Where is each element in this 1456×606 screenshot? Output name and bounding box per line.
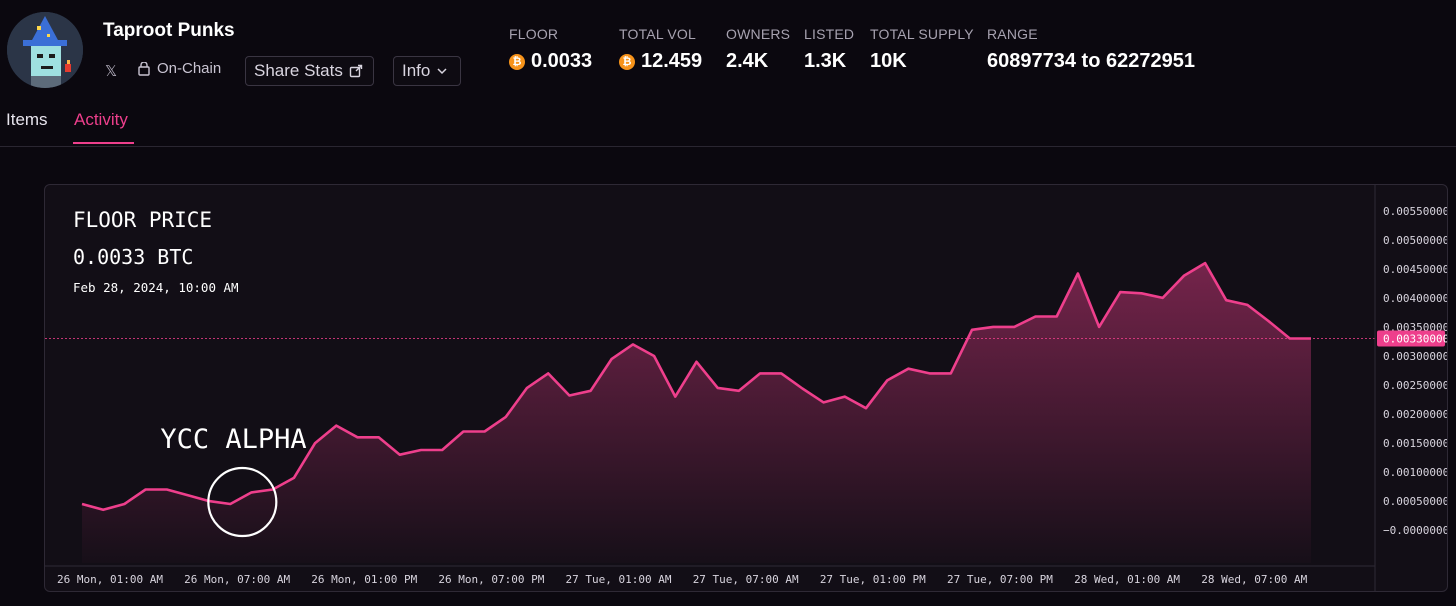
stat-label: FLOOR (509, 26, 559, 42)
pixel-punk-icon (7, 12, 83, 88)
floor-price-chart-card: 0.00550000 0.00500000 0.00450000 0.00400000… (44, 184, 1448, 592)
tab-items[interactable]: Items (6, 110, 48, 129)
x-tick-label: 26 Mon, 01:00 PM (311, 573, 417, 586)
stat-value: 1.3K (804, 50, 854, 73)
y-tick-label: 0.00200000 (1383, 408, 1448, 421)
onchain-link[interactable]: On-Chain (137, 60, 221, 77)
current-price-date: Feb 28, 2024, 10:00 AM (73, 280, 239, 295)
x-tick-label: 27 Tue, 07:00 AM (693, 573, 799, 586)
x-tick-label: 28 Wed, 01:00 AM (1074, 573, 1180, 586)
stat-value-text: 2.4K (726, 50, 769, 72)
stat-label: RANGE (987, 26, 1038, 42)
stat-total-supply: TOTAL SUPPLY 10K (870, 26, 974, 73)
x-tick-label: 26 Mon, 01:00 AM (57, 573, 163, 586)
stat-value: 60897734 to 62272951 (987, 50, 1195, 73)
annotation-label: YCC ALPHA (160, 424, 306, 455)
x-tick-label: 26 Mon, 07:00 AM (184, 573, 290, 586)
info-label: Info (402, 61, 431, 80)
share-stats-label: Share Stats (254, 61, 343, 80)
bitcoin-icon: ₿ (619, 53, 635, 70)
x-tick-label: 27 Tue, 01:00 AM (566, 573, 672, 586)
stat-total-vol: TOTAL VOL ₿ 12.459 (619, 26, 702, 73)
y-tick-label: 0.00150000 (1383, 437, 1448, 450)
price-series-line (81, 261, 1311, 512)
stat-value-text: 12.459 (641, 50, 703, 72)
stat-listed: LISTED 1.3K (804, 26, 854, 73)
active-tab-indicator (73, 142, 134, 144)
stat-value-text: 1.3K (804, 50, 847, 72)
x-tick-label: 28 Wed, 07:00 AM (1201, 573, 1307, 586)
x-twitter-icon[interactable]: 𝕏 (104, 63, 118, 80)
y-tick-label: 0.00550000 (1383, 205, 1448, 218)
stat-value-text: 0.0033 (531, 50, 593, 72)
annotation-circle (207, 466, 278, 538)
collection-header: Taproot Punks 𝕏 On-Chain Share Stats Inf… (0, 0, 1456, 100)
onchain-icon (138, 61, 150, 76)
stat-range: RANGE 60897734 to 62272951 (987, 26, 1195, 73)
current-price-value: 0.0033 BTC (73, 245, 193, 269)
y-tick-label: 0.00250000 (1383, 379, 1448, 392)
y-tick-label: 0.00100000 (1383, 466, 1448, 479)
stat-label: LISTED (804, 26, 855, 42)
x-tick-label: 26 Mon, 07:00 PM (438, 573, 544, 586)
stat-value-text: 60897734 to 62272951 (987, 50, 1195, 72)
price-area-fill (82, 263, 1311, 563)
y-tick-label: 0.00500000 (1383, 234, 1448, 247)
current-price-tag (1377, 330, 1445, 347)
tab-bar: Items Activity (0, 100, 1456, 147)
floor-price-chart[interactable]: 0.00550000 0.00500000 0.00450000 0.00400000… (45, 185, 1448, 592)
stat-value-text: 10K (870, 50, 907, 72)
x-tick-label: 27 Tue, 01:00 PM (820, 573, 926, 586)
x-tick-label: 27 Tue, 07:00 PM (947, 573, 1053, 586)
y-tick-label: 0.00400000 (1383, 292, 1448, 305)
stat-value: ₿ 0.0033 (509, 50, 592, 73)
chart-title: FLOOR PRICE (73, 208, 212, 232)
stat-floor: FLOOR ₿ 0.0033 (509, 26, 592, 73)
info-dropdown-button[interactable]: Info (393, 56, 461, 86)
external-share-icon (349, 64, 363, 78)
chevron-down-icon (437, 68, 447, 75)
current-price-tag-label: 0.00330000 (1383, 333, 1448, 346)
stat-value: 2.4K (726, 50, 790, 73)
y-tick-label: 0.00450000 (1383, 263, 1448, 276)
y-tick-label: 0.00300000 (1383, 350, 1448, 363)
collection-name: Taproot Punks (103, 20, 235, 41)
y-tick-label: 0.00050000 (1383, 495, 1448, 508)
avatar[interactable] (7, 12, 83, 88)
stat-owners: OWNERS 2.4K (726, 26, 790, 73)
stat-label: TOTAL VOL (619, 26, 697, 42)
bitcoin-icon: ₿ (509, 53, 525, 70)
tab-activity[interactable]: Activity (74, 110, 128, 129)
stat-label: OWNERS (726, 26, 791, 42)
y-tick-label: −0.00000000 (1383, 524, 1448, 537)
stat-value: 10K (870, 50, 974, 73)
share-stats-button[interactable]: Share Stats (245, 56, 374, 86)
stat-value: ₿ 12.459 (619, 50, 702, 73)
onchain-label: On-Chain (157, 60, 222, 77)
stat-label: TOTAL SUPPLY (870, 26, 974, 42)
